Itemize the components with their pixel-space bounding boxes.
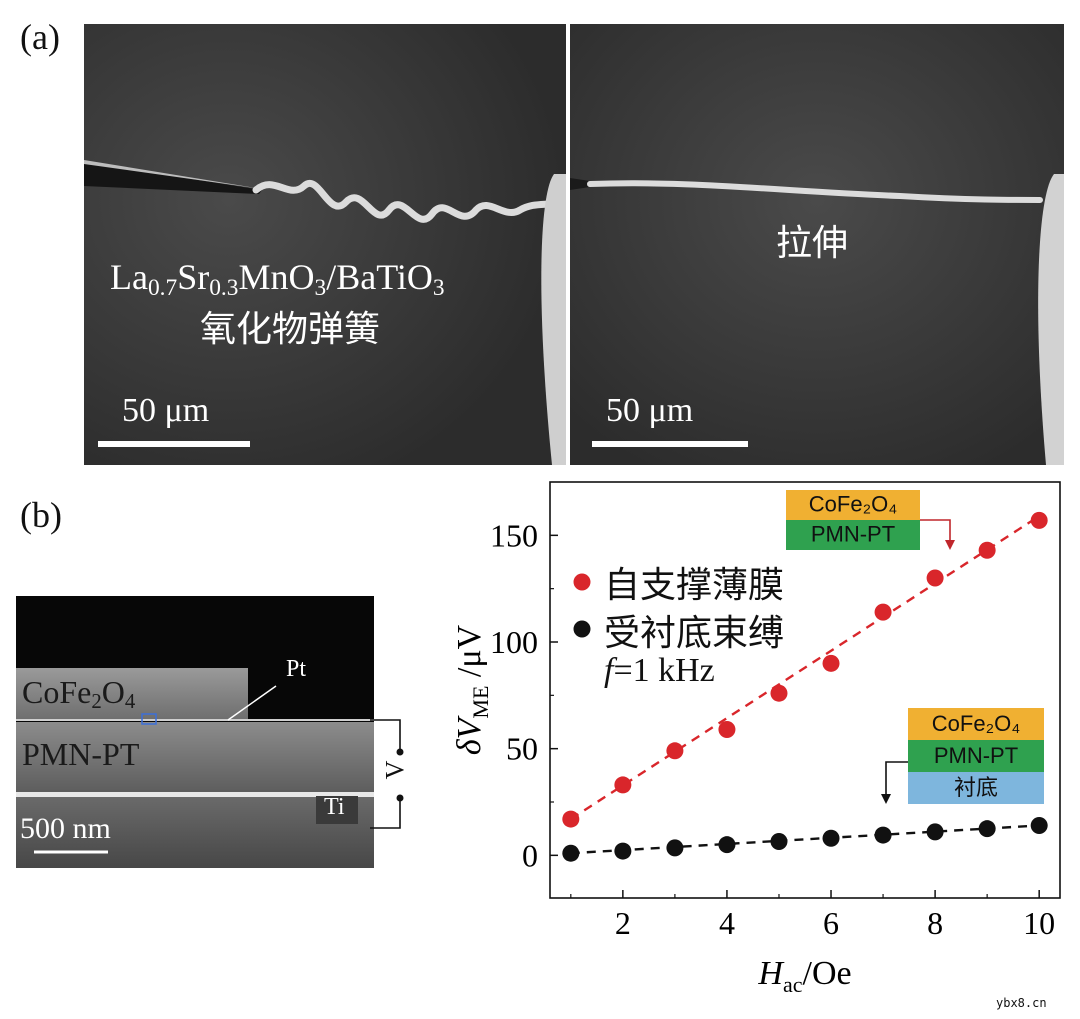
cross-section-scale-label: 500 nm: [20, 812, 111, 845]
spring-caption-cn: 氧化物弹簧: [200, 309, 381, 349]
x-tick-label: 6: [823, 905, 839, 941]
cross-section-graphic: [16, 596, 374, 868]
legend-item-freestanding: 自支撑薄膜: [604, 565, 785, 605]
data-point-0: [926, 569, 944, 587]
stack-bottom-layer-label: 衬底: [954, 775, 998, 800]
ti-label: Ti: [324, 794, 345, 820]
pt-label: Pt: [286, 656, 307, 682]
scale-bar-right: [592, 441, 748, 447]
y-axis-label: δVME /μV: [451, 624, 493, 755]
sem-image-spring: La0.7Sr0.3MnO3/BaTiO3 氧化物弹簧 50 μm: [84, 24, 566, 465]
x-tick-label: 4: [719, 905, 735, 941]
voltage-wiring: [370, 719, 404, 829]
data-point-0: [822, 654, 840, 672]
data-point-1: [614, 842, 632, 860]
data-point-0: [770, 684, 788, 702]
arrow-head-red: [945, 540, 955, 550]
scale-label-left: 50 μm: [122, 392, 210, 429]
stack-bottom-layer-label: CoFe₂O₄: [932, 711, 1020, 736]
panel-b-label: (b): [20, 495, 62, 535]
spring-material-formula: La0.7Sr0.3MnO3/BaTiO3: [110, 257, 445, 301]
legend-marker-freestanding: [573, 573, 591, 591]
fit-line-1: [570, 824, 1040, 855]
scale-label-right: 50 μm: [606, 392, 694, 429]
y-tick-label: 150: [490, 517, 538, 553]
panel-a-label: (a): [20, 17, 60, 57]
stack-top-layer-label: CoFe₂O₄: [809, 492, 897, 517]
data-point-0: [562, 810, 580, 828]
stretch-caption: 拉伸: [776, 223, 849, 263]
data-point-0: [978, 541, 996, 559]
arrow-head-black: [881, 794, 891, 804]
scale-bar-left: [98, 441, 250, 447]
cross-section-image: CoFe2O4 PMN-PT Pt Ti 500 nm: [16, 596, 374, 868]
sem-image-stretched: 拉伸 50 μm: [570, 24, 1064, 465]
y-tick-label: 0: [522, 837, 538, 873]
data-point-1: [666, 839, 684, 857]
stack-top-layer-box: [786, 520, 920, 550]
legend-item-clamped: 受衬底束缚: [604, 613, 785, 653]
watermark: ybx8.cn: [996, 996, 1047, 1010]
data-point-1: [562, 844, 580, 862]
data-point-0: [1030, 511, 1048, 529]
data-point-1: [1030, 816, 1048, 834]
legend-frequency: f=1 kHz: [604, 652, 715, 689]
x-axis-label: Hac/Oe: [757, 955, 851, 997]
stack-bottom-layer-label: PMN-PT: [934, 743, 1018, 768]
y-tick-label: 50: [506, 731, 538, 767]
stack-top-layer-box: [786, 490, 920, 520]
voltage-label: V: [380, 760, 410, 780]
stack-top-layer-label: PMN-PT: [811, 522, 895, 547]
layer-label-pmnpt: PMN-PT: [22, 736, 140, 772]
x-tick-label: 8: [927, 905, 943, 941]
data-point-1: [874, 826, 892, 844]
x-tick-label: 10: [1023, 905, 1055, 941]
sem-spring-graphic: [84, 24, 566, 465]
legend-marker-clamped: [573, 620, 591, 638]
data-point-1: [822, 829, 840, 847]
data-point-0: [666, 742, 684, 760]
y-tick-label: 100: [490, 624, 538, 660]
data-point-1: [978, 820, 996, 838]
sem-stretched-graphic: [570, 24, 1064, 465]
layer-label-cfo: CoFe2O4: [22, 674, 136, 714]
arrow-to-black-series: [885, 761, 908, 796]
x-tick-label: 2: [615, 905, 631, 941]
data-point-1: [770, 832, 788, 850]
plot-frame: [549, 481, 1061, 899]
data-point-1: [926, 823, 944, 841]
data-point-0: [718, 720, 736, 738]
arrow-to-red-series: [920, 519, 951, 542]
data-point-0: [874, 603, 892, 621]
fit-line-0: [570, 515, 1040, 821]
stack-bottom-layer-box: [908, 740, 1044, 772]
stack-bottom-layer-box: [908, 708, 1044, 740]
stack-bottom-layer-box: [908, 772, 1044, 804]
data-point-1: [718, 836, 736, 854]
data-point-0: [614, 776, 632, 794]
